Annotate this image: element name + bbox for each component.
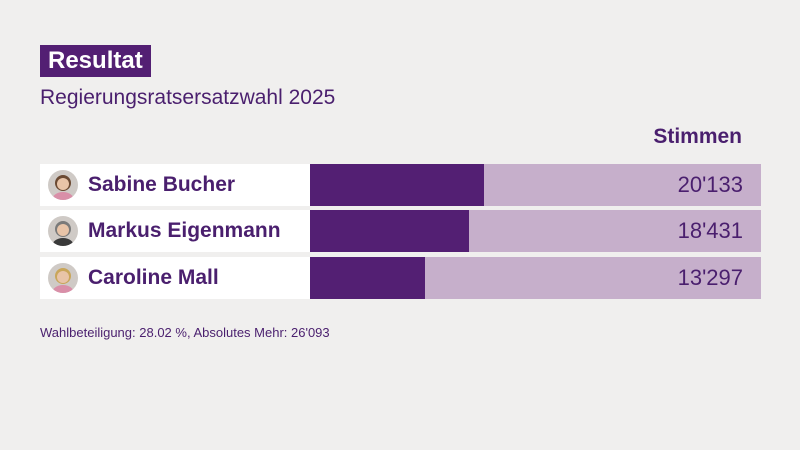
votes-column-header: Stimmen [653, 125, 742, 148]
candidate-name: Markus Eigenmann [88, 219, 281, 242]
vote-count: 18'431 [677, 218, 743, 243]
result-badge: Resultat [40, 45, 151, 77]
candidate-name-cell: Markus Eigenmann [40, 210, 310, 252]
bar-track: 20'133 [310, 164, 761, 206]
vote-count: 20'133 [677, 172, 743, 197]
bar-track: 13'297 [310, 257, 761, 299]
candidate-row: Sabine Bucher 20'133 [40, 164, 761, 206]
candidate-name-cell: Sabine Bucher [40, 164, 310, 206]
bar-fill [310, 164, 484, 206]
candidate-name: Sabine Bucher [88, 173, 236, 196]
footnote: Wahlbeteiligung: 28.02 %, Absolutes Mehr… [40, 325, 330, 340]
candidate-row: Caroline Mall 13'297 [40, 257, 761, 299]
election-title: Regierungsratsersatzwahl 2025 [40, 86, 336, 109]
candidate-row: Markus Eigenmann 18'431 [40, 210, 761, 252]
candidate-name-cell: Caroline Mall [40, 257, 310, 299]
bar-fill [310, 210, 470, 252]
candidate-photo-icon [48, 263, 78, 293]
candidate-name: Caroline Mall [88, 266, 219, 289]
candidate-photo-icon [48, 216, 78, 246]
candidate-photo-icon [48, 170, 78, 200]
bar-track: 18'431 [310, 210, 761, 252]
vote-count: 13'297 [677, 265, 743, 290]
bar-fill [310, 257, 425, 299]
